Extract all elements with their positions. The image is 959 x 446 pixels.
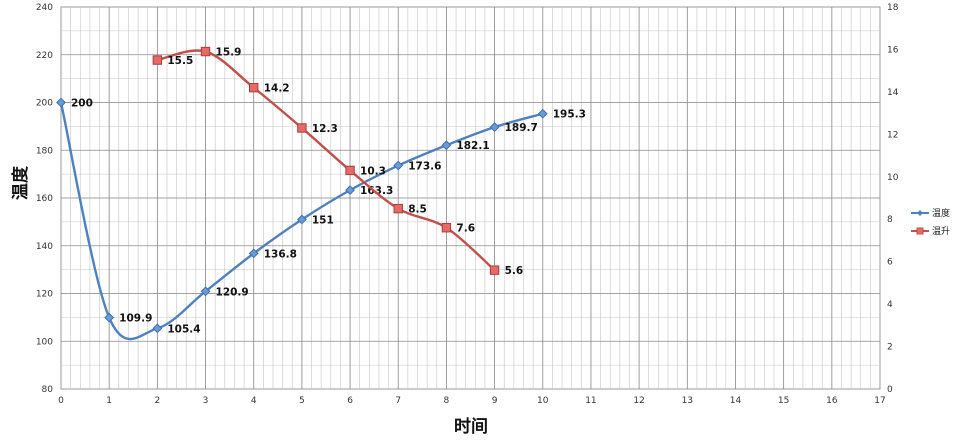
data-label: 8.5 [408,204,427,216]
x-tick-label: 16 [826,396,838,406]
data-point-square [297,123,307,133]
data-point-diamond [345,185,355,196]
legend-item-temperature-rise: 温升 [911,226,950,237]
y-right-tick-label: 18 [887,3,899,13]
data-point-diamond [200,286,211,297]
x-tick-label: 6 [347,396,353,406]
series-temperature-rise: 15.5 15.9 14.2 12.3 10.3 8.5 7.6 5.6 [152,46,524,277]
data-label: 195.3 [553,109,586,121]
series-temperature: 200 109.9 105.4 120.9 136.8 151 163.3 173.6 182.… [56,97,586,341]
y-right-tick-label: 0 [887,385,893,395]
y-left-tick-label: 80 [42,385,54,395]
x-tick-label: 2 [154,396,160,406]
data-label: 10.3 [360,165,386,177]
x-tick-label: 17 [874,396,885,406]
legend-marker-diamond [917,210,923,216]
data-label: 163.3 [360,185,393,197]
legend-marker-square [916,227,924,235]
data-point-square [489,265,500,275]
x-tick-label: 14 [730,396,742,406]
data-label: 12.3 [312,123,338,135]
y-right-tick-label: 12 [887,130,898,140]
legend-label: 温度 [932,207,950,219]
y-right-tick-label: 14 [887,88,899,98]
data-point-diamond [248,248,259,259]
x-tick-label: 13 [682,396,693,406]
y-left-tick-label: 160 [36,194,53,204]
data-label: 5.6 [505,265,524,277]
data-label: 7.6 [456,223,475,235]
data-point-square [393,203,403,214]
y-right-tick-label: 4 [887,300,893,310]
data-point-square [152,55,163,65]
legend-item-temperature: 温度 [911,207,950,219]
grid-layer [60,6,881,390]
x-tick-label: 5 [299,396,305,406]
x-tick-label: 3 [203,396,209,406]
data-label: 151 [312,214,334,226]
x-tick-label: 11 [585,396,596,406]
data-point-square [345,165,355,176]
legend-label: 温升 [932,226,950,237]
tick-label-layer: 0 1 2 3 4 5 6 7 8 9 10 11 12 13 14 15 16 1780100120140160… [36,3,899,406]
data-point-diamond [441,140,452,151]
y-right-tick-label: 8 [887,215,893,225]
x-tick-label: 15 [778,396,789,406]
data-point-diamond [104,312,115,323]
y-right-tick-label: 2 [887,343,893,353]
y-left-tick-label: 100 [36,337,53,347]
legend: 温度 温升 [911,207,950,237]
data-point-diamond [489,122,500,132]
x-tick-label: 0 [58,396,64,406]
x-tick-label: 12 [633,396,644,406]
y-axis-title: 温度 [10,165,31,200]
data-label: 182.1 [456,140,489,152]
series-layer: 200 109.9 105.4 120.9 136.8 151 163.3 173.6 182.… [56,46,586,341]
data-label: 15.9 [216,47,242,59]
x-tick-label: 9 [492,396,498,406]
data-point-diamond [393,160,404,171]
y-left-tick-label: 240 [36,3,53,13]
data-label: 15.5 [167,55,193,67]
data-label: 189.7 [505,122,538,134]
x-tick-label: 7 [395,396,401,406]
x-tick-label: 1 [106,396,112,406]
y-left-tick-label: 180 [36,146,53,156]
data-label: 200 [71,98,93,110]
data-label: 109.9 [119,313,152,325]
y-right-tick-label: 10 [887,173,899,183]
data-point-square [200,46,211,57]
x-axis-title: 时间 [454,416,488,437]
data-point-square [249,82,259,93]
y-left-tick-label: 220 [36,51,53,61]
y-left-tick-label: 140 [36,242,53,252]
data-point-square [441,223,452,233]
data-point-diamond [152,323,163,334]
data-label: 14.2 [264,83,290,95]
y-right-tick-label: 6 [887,258,893,268]
data-label: 173.6 [408,161,441,173]
data-label: 105.4 [167,323,200,335]
data-point-diamond [296,214,307,225]
data-label: 120.9 [216,286,249,298]
x-tick-label: 8 [444,396,450,406]
y-right-tick-label: 16 [887,45,899,55]
data-point-diamond [537,108,548,119]
y-left-tick-label: 120 [36,290,53,300]
data-point-diamond [56,97,66,108]
x-tick-label: 10 [537,396,549,406]
y-left-tick-label: 200 [36,99,53,109]
x-tick-label: 4 [251,396,257,406]
data-label: 136.8 [264,248,297,260]
